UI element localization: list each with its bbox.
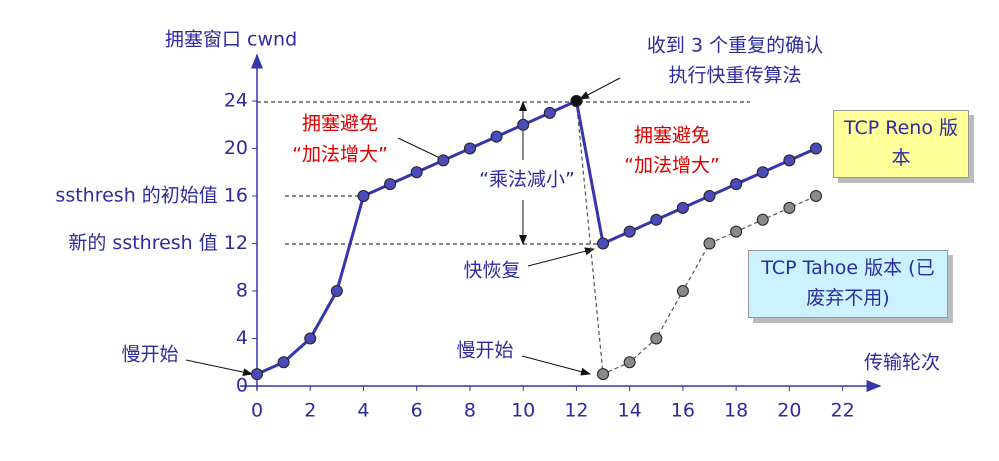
legend-label: TCP Tahoe 版本 (已废弃不用) (748, 250, 948, 318)
arrow (185, 359, 253, 377)
legend-box: TCP Tahoe 版本 (已废弃不用) (748, 250, 948, 318)
point (783, 201, 796, 214)
x-tick-label: 20 (777, 400, 801, 422)
point (809, 142, 822, 155)
point (703, 190, 716, 202)
point (730, 178, 743, 191)
point (676, 285, 689, 297)
y-tick-label: 8 (236, 280, 248, 302)
point (304, 332, 317, 345)
point (437, 154, 450, 167)
point (384, 178, 397, 191)
x-tick-label: 8 (464, 400, 476, 422)
point (357, 190, 370, 202)
point (463, 142, 476, 155)
annotation: 慢开始 (456, 340, 513, 362)
point (251, 368, 263, 381)
annotation: 慢开始 (121, 344, 178, 366)
y-tick-label: 20 (224, 137, 248, 159)
point (676, 201, 689, 214)
y-tick-label: 24 (224, 90, 248, 112)
annotation: 快恢复 (463, 260, 520, 282)
point (730, 225, 743, 238)
legend-label: TCP Reno 版本 (833, 110, 969, 178)
point (783, 154, 796, 167)
annotation: 拥塞避免 (302, 113, 378, 135)
decorations (185, 53, 882, 392)
x-tick-label: 14 (618, 400, 642, 422)
annotation: 收到 3 个重复的确认 (647, 35, 823, 57)
arrow (527, 247, 595, 267)
point (597, 237, 610, 250)
annotation: 执行快重传算法 (668, 65, 801, 87)
point (623, 356, 636, 369)
x-tick-label: 2 (304, 400, 316, 422)
x-tick-label: 16 (671, 400, 695, 422)
point (490, 130, 503, 143)
y-tick-label: 4 (236, 327, 248, 349)
y-tick-label: ssthresh 的初始值 16 (55, 185, 248, 207)
series-line (256, 98, 817, 376)
annotation: “乘法减小” (479, 169, 575, 191)
point (756, 166, 769, 179)
annotation: 拥塞避免 (634, 125, 710, 147)
annotation: “加法增大” (292, 144, 388, 166)
x-tick-label: 6 (411, 400, 423, 422)
point (650, 332, 663, 345)
y-tick-label: 新的 ssthresh 值 12 (68, 232, 248, 254)
point (623, 225, 636, 238)
point (597, 368, 610, 381)
arrow (521, 355, 591, 376)
point (543, 106, 556, 119)
point (756, 213, 769, 226)
point (809, 190, 822, 202)
x-tick-label: 0 (251, 400, 263, 422)
y-axis-label: 拥塞窗口 cwnd (165, 29, 297, 51)
series-line (575, 100, 817, 376)
point (650, 213, 663, 226)
x-axis-label: 传输轮次 (864, 352, 940, 374)
pointer (397, 137, 441, 159)
point (517, 118, 530, 131)
x-tick-label: 12 (564, 400, 588, 422)
x-tick-label: 22 (831, 400, 855, 422)
point (703, 237, 716, 250)
x-tick-label: 10 (511, 400, 535, 422)
point (330, 285, 343, 297)
point (277, 356, 290, 369)
x-tick-label: 18 (724, 400, 748, 422)
y-tick-label: 0 (236, 375, 248, 397)
annotation: “加法增大” (624, 155, 720, 177)
point (410, 166, 423, 179)
x-tick-label: 4 (357, 400, 369, 422)
point (570, 95, 583, 107)
arrow (579, 77, 621, 100)
legend-box: TCP Reno 版本 (833, 110, 969, 178)
